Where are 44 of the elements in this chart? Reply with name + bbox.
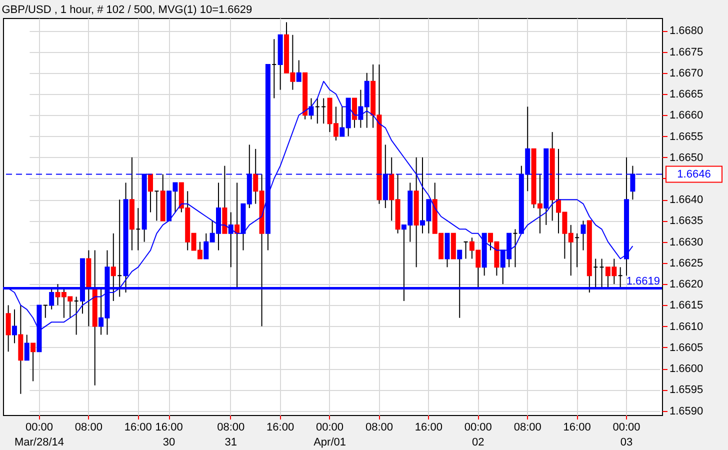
y-tick-label: 1.6595 — [670, 384, 704, 396]
y-tick-label: 1.6630 — [670, 236, 704, 248]
y-tick-label: 1.6590 — [670, 405, 704, 418]
x-tick-label: 16:00 30 — [155, 422, 183, 448]
x-tick-label: 08:00 — [365, 422, 393, 434]
candlestick — [234, 182, 240, 289]
candlestick — [12, 308, 17, 344]
y-tick-label: 1.6680 — [670, 25, 704, 38]
x-tick-label: 00:00 Mar/28/14 — [14, 422, 64, 448]
y-tick-label: 1.6660 — [670, 110, 704, 122]
candlestick — [580, 220, 586, 251]
ref-line-label: 1.6619 — [626, 275, 660, 288]
chart-title: GBP/USD , 1 hour, # 102 / 500, MVG(1) 10=1.6629 — [2, 4, 252, 16]
ref-line-label: 1.6646 — [677, 168, 711, 180]
y-tick-label: 1.6650 — [670, 152, 704, 164]
candlestick — [352, 98, 358, 128]
x-tick-label: 16:00 — [266, 422, 294, 434]
candlestick — [6, 304, 11, 352]
y-tick-label: 1.6665 — [670, 88, 704, 101]
x-tick-label: 00:00 02 — [464, 422, 492, 448]
y-tick-label: 1.6610 — [670, 320, 704, 333]
x-tick-label: 16:00 — [563, 422, 591, 434]
candlestick — [296, 60, 302, 82]
candlestick — [30, 342, 36, 382]
x-tick-label: 00:00 Apr/01 — [314, 422, 346, 448]
candlestick — [308, 98, 314, 120]
x-tick-label: 16:00 — [124, 422, 152, 434]
candlestick — [24, 334, 30, 361]
x-tick-label: 00:00 03 — [612, 422, 640, 448]
y-tick-label: 1.6675 — [670, 46, 704, 58]
y-tick-label: 1.6605 — [670, 342, 704, 354]
y-tick-label: 1.6625 — [670, 257, 704, 270]
x-tick-label: 08:00 — [514, 422, 542, 434]
y-tick-label: 1.6635 — [670, 215, 704, 228]
y-tick-label: 1.6600 — [670, 363, 704, 376]
y-tick-label: 1.6615 — [670, 300, 704, 312]
y-tick-label: 1.6670 — [670, 67, 704, 80]
y-tick-label: 1.6655 — [670, 130, 704, 143]
x-tick-label: 08:00 31 — [217, 422, 245, 448]
candlestick — [228, 212, 234, 268]
y-tick-label: 1.6620 — [670, 278, 704, 291]
y-tick-label: 1.6640 — [670, 194, 704, 206]
x-tick-label: 16:00 — [414, 422, 442, 434]
x-tick-label: 08:00 — [74, 422, 102, 434]
